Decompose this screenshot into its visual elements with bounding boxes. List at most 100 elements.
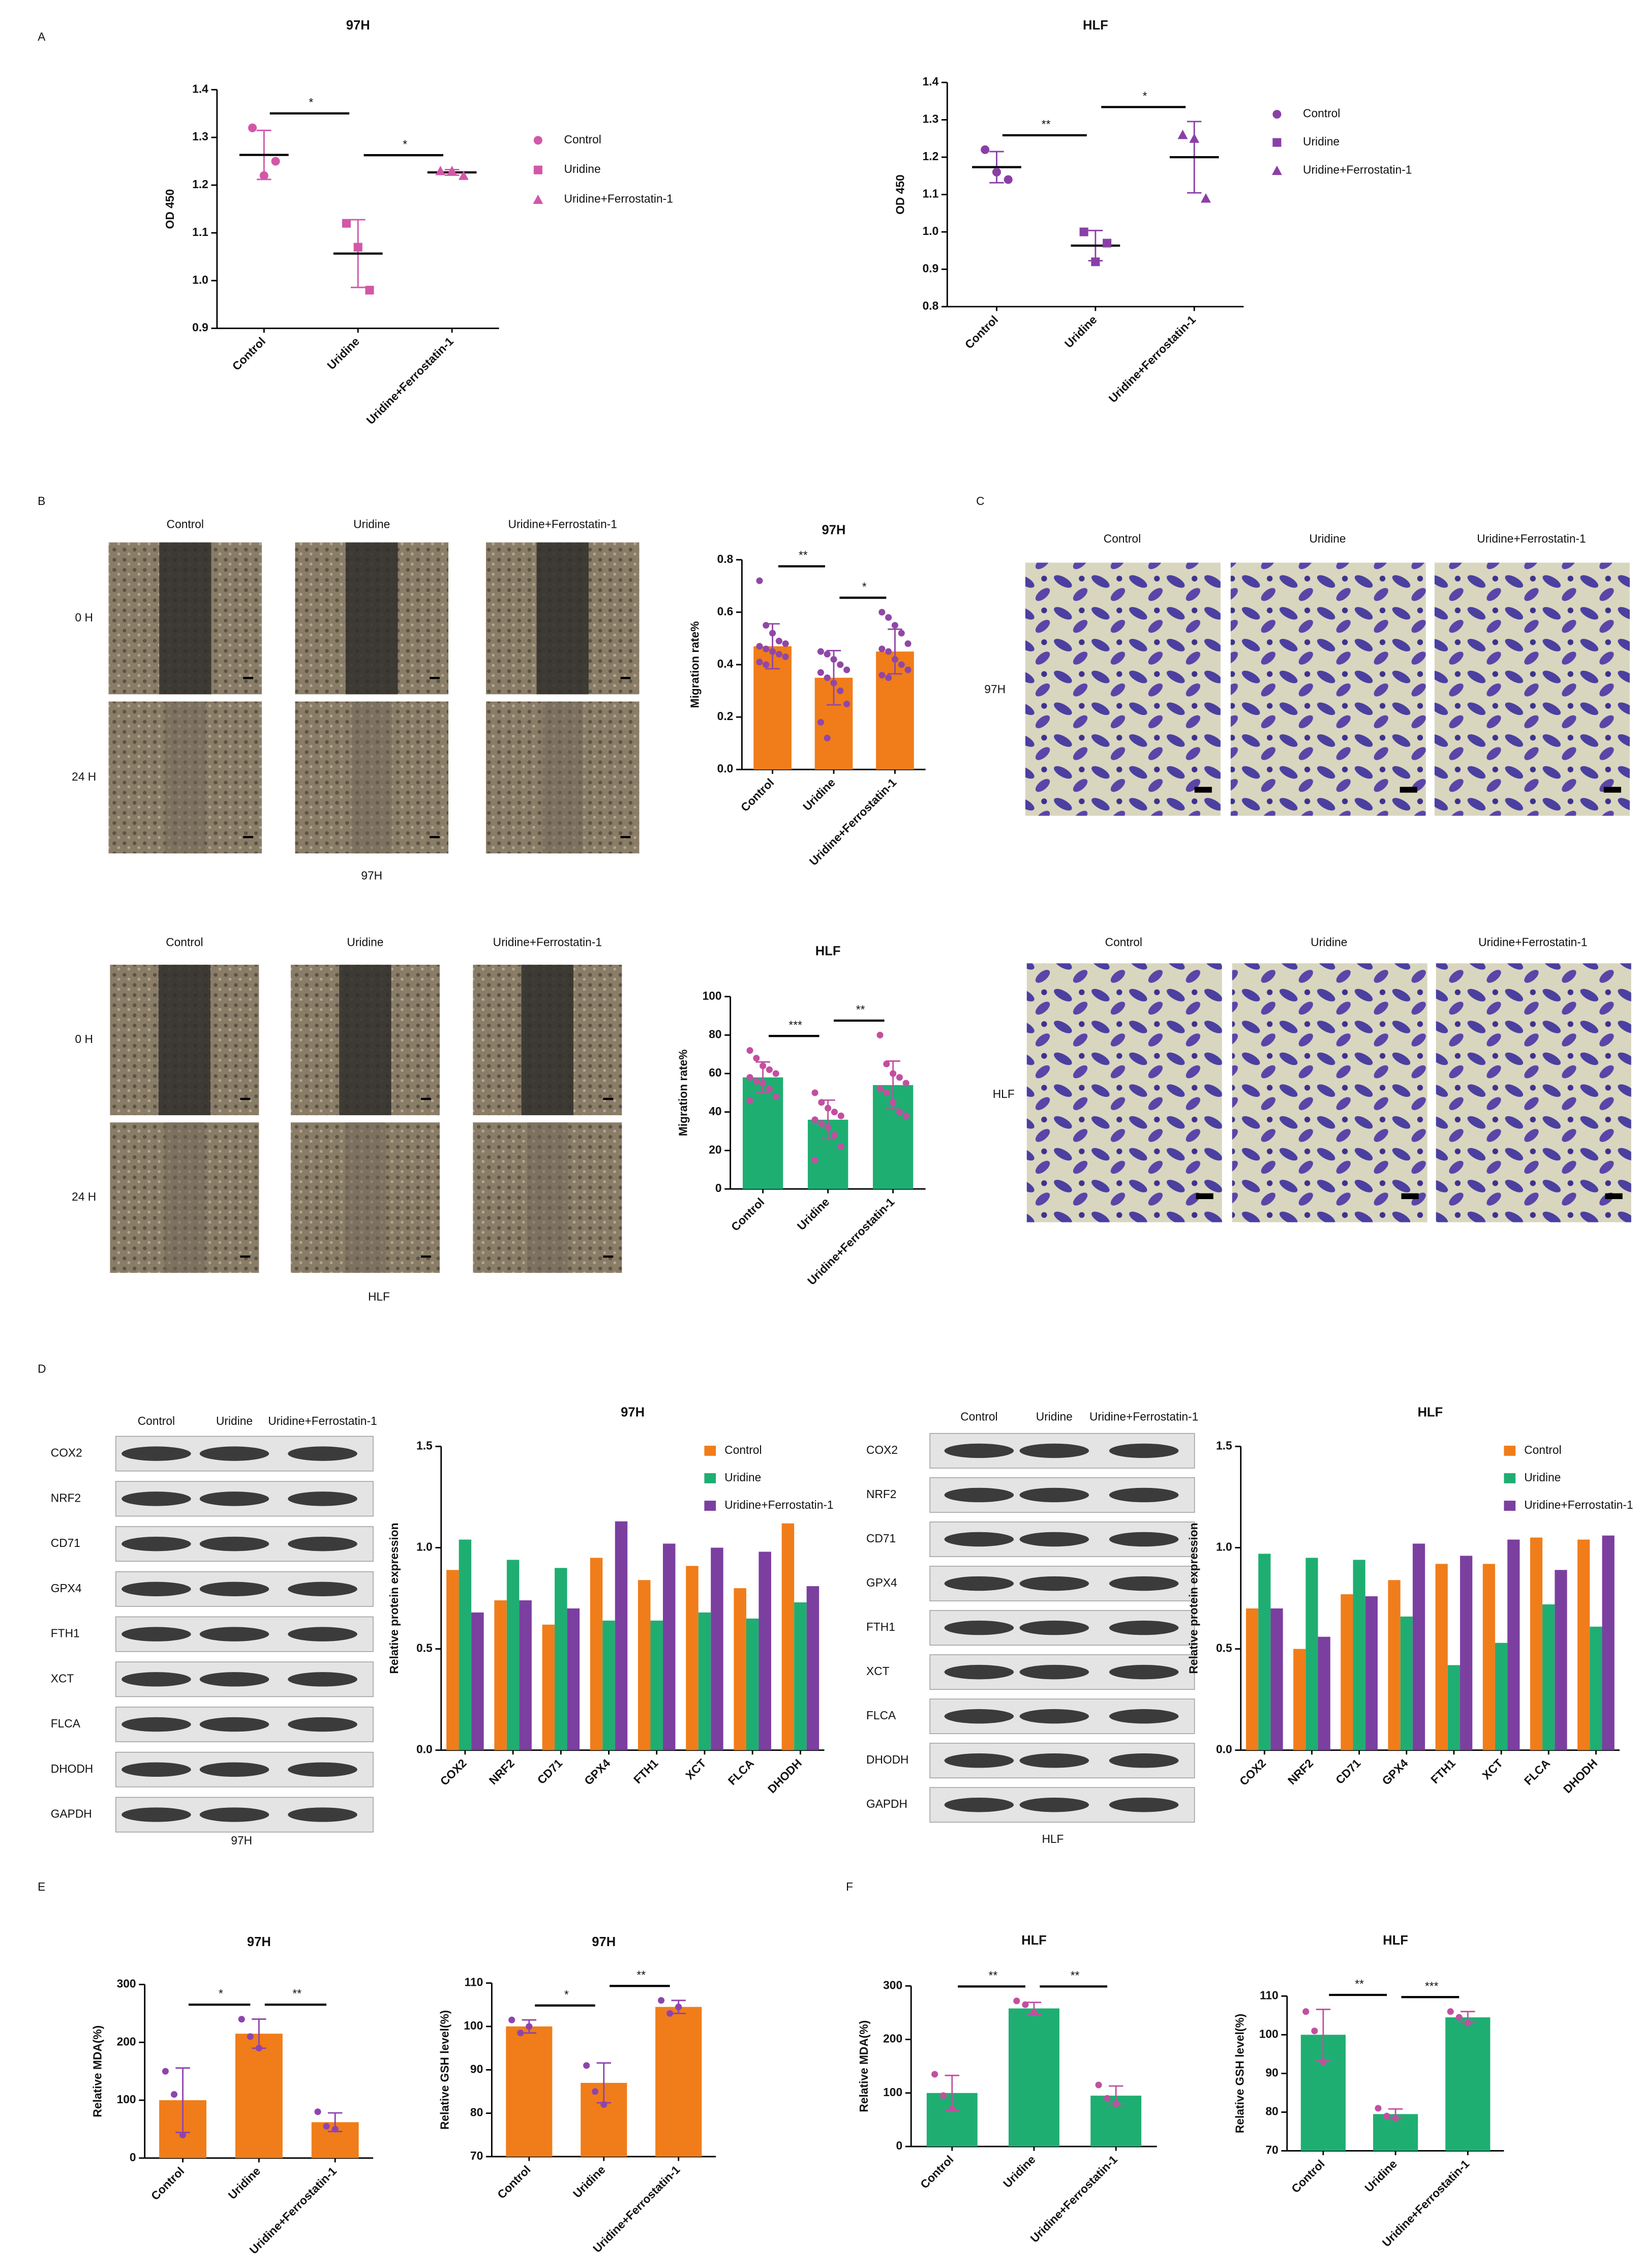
point (772, 1070, 779, 1077)
point (843, 700, 851, 707)
point (898, 661, 905, 668)
legend-label: Uridine (1524, 1471, 1561, 1484)
point (763, 622, 770, 629)
blot-band (122, 1717, 191, 1732)
y-tick-label: 1.1 (923, 187, 939, 200)
point (592, 2088, 599, 2095)
y-tick-label: 1.2 (923, 150, 939, 163)
point (766, 1085, 773, 1092)
bar (1318, 1636, 1330, 1750)
legend-label: Uridine+Ferrostatin-1 (1524, 1498, 1633, 1511)
chart-title: 97H (621, 1406, 645, 1420)
protein-label: DHODH (51, 1762, 93, 1775)
point (896, 1074, 903, 1081)
blot-band (288, 1762, 357, 1777)
point (775, 650, 782, 658)
y-axis-label: Relative MDA(%) (91, 2025, 104, 2117)
bar (1009, 2008, 1059, 2147)
lane-label: Uridine (1036, 1410, 1073, 1423)
bar (1400, 1616, 1413, 1750)
bar (794, 1602, 807, 1750)
y-axis-label: OD 450 (893, 174, 906, 214)
significance-label: ** (1071, 1968, 1080, 1982)
x-tick-label: DHODH (765, 1756, 804, 1796)
blot-band (1109, 1620, 1179, 1635)
lane-label: Control (960, 1410, 997, 1423)
wound-gap (158, 965, 211, 1116)
bar (650, 1620, 663, 1750)
bar (235, 2034, 283, 2158)
significance-label: * (309, 96, 313, 109)
protein-label: FTH1 (866, 1620, 895, 1633)
x-tick-label: Control (495, 2163, 533, 2201)
blot-band (288, 1536, 357, 1551)
bar (1258, 1554, 1271, 1750)
point (666, 2010, 674, 2017)
wound-gap (351, 701, 392, 854)
panel-letter: E (38, 1880, 45, 1893)
wound-gap (159, 542, 211, 695)
wound-gap (536, 542, 589, 695)
blot-band (199, 1627, 269, 1642)
point (1189, 133, 1200, 143)
y-tick-label: 80 (470, 2106, 483, 2119)
blot-band (1019, 1664, 1089, 1680)
bar (1482, 1564, 1495, 1750)
caption: 97H (231, 1834, 252, 1847)
point (824, 650, 831, 658)
legend-label: Uridine+Ferrostatin-1 (1303, 163, 1412, 176)
bar (655, 2007, 702, 2157)
point (1201, 193, 1211, 203)
scale-bar (420, 1097, 431, 1100)
blot-band (944, 1487, 1014, 1503)
y-tick-label: 100 (117, 2093, 136, 2106)
point (1103, 238, 1112, 248)
point (811, 1156, 818, 1163)
bar (1341, 1594, 1353, 1750)
y-tick-label: 300 (117, 1977, 136, 1990)
y-tick-label: 0 (130, 2151, 136, 2164)
point (763, 661, 770, 668)
point (753, 1078, 760, 1085)
legend-swatch (704, 1473, 716, 1483)
point (746, 1074, 753, 1081)
y-tick-label: 1.3 (192, 130, 208, 143)
y-tick-label: 1.3 (923, 112, 939, 126)
y-tick-label: 0.0 (416, 1743, 433, 1756)
protein-label: FLCA (866, 1709, 896, 1722)
legend-label: Control (564, 133, 601, 146)
chart-title: HLF (1083, 18, 1108, 33)
blot-band (1109, 1798, 1179, 1812)
blot-band (199, 1446, 269, 1461)
blot-band (944, 1753, 1014, 1768)
blot-band (1109, 1753, 1179, 1768)
point (746, 1097, 753, 1104)
blot-band (199, 1807, 269, 1822)
bar (1246, 1608, 1259, 1750)
blot-band (199, 1672, 269, 1687)
significance-label: * (564, 1988, 569, 2001)
lane-label: Uridine+Ferrostatin-1 (268, 1414, 377, 1427)
bar (1530, 1537, 1543, 1750)
bar (746, 1618, 759, 1750)
blot-band (122, 1807, 191, 1822)
panel-letter: A (38, 30, 46, 43)
y-tick-label: 110 (1260, 1988, 1279, 2002)
wound-gap (346, 542, 398, 695)
point (878, 645, 886, 652)
chart-title: 97H (822, 523, 846, 538)
legend-marker (1272, 110, 1282, 119)
point (837, 661, 844, 668)
y-axis-label: Relative MDA(%) (857, 2020, 870, 2112)
scale-bar (603, 1255, 614, 1258)
y-axis-label: Migration rate% (677, 1050, 690, 1137)
point (818, 1120, 825, 1127)
point (1112, 2100, 1119, 2107)
blot-band (288, 1491, 357, 1506)
point (940, 2092, 947, 2099)
point (837, 1143, 844, 1150)
y-tick-label: 110 (465, 1976, 483, 1989)
bar (1435, 1564, 1448, 1750)
point (992, 167, 1001, 177)
